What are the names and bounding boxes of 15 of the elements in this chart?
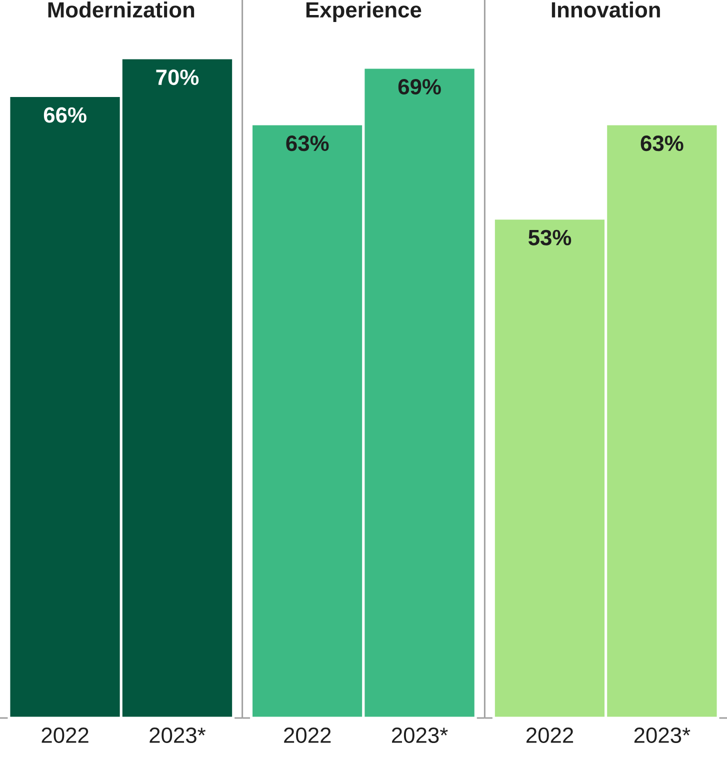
data-label: 63% (640, 136, 684, 152)
x-tick-label: 2022 (284, 727, 331, 744)
data-label: 70% (156, 70, 199, 86)
x-tick-label: 2023* (150, 727, 206, 744)
x-tick-label: 2023* (392, 727, 448, 744)
chart-title: Experience (306, 2, 422, 22)
x-tick-label: 2023* (634, 727, 690, 744)
data-label: 66% (44, 107, 86, 123)
x-tick-label: 2022 (526, 727, 574, 744)
data-label: 53% (528, 230, 572, 246)
data-label: 69% (398, 78, 441, 95)
chart-title: Modernization (48, 2, 194, 18)
data-label: 63% (286, 136, 329, 152)
chart-title: Innovation (552, 2, 660, 18)
x-tick-label: 2022 (42, 727, 88, 744)
